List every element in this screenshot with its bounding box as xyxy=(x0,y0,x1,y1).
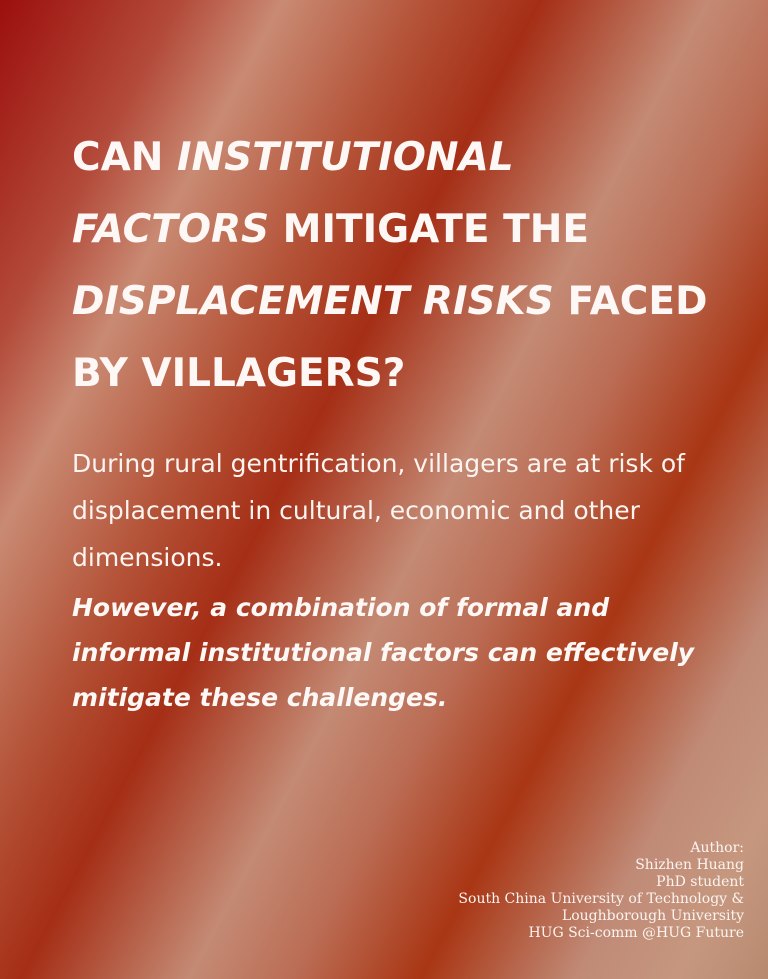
project-credit: HUG Sci-comm @HUG Future xyxy=(528,925,744,941)
intro-paragraph: During rural gentrification, villagers a… xyxy=(72,449,685,572)
author-affiliation-line2: Loughborough University xyxy=(561,908,744,924)
title-segment-emphasis: DISPLACEMENT RISKS xyxy=(72,279,554,324)
author-name: Shizhen Huang xyxy=(635,857,744,873)
conclusion-paragraph: However, a combination of formal and inf… xyxy=(72,593,695,712)
title-segment: CAN xyxy=(72,135,178,180)
title-segment-emphasis: INSTITUTIONAL FACTORS xyxy=(72,135,514,252)
credits-label: Author: xyxy=(690,840,744,856)
author-credits: Author: Shizhen Huang PhD student South … xyxy=(458,840,744,942)
title-segment: FACED BY VILLAGERS? xyxy=(72,279,708,396)
author-role: PhD student xyxy=(656,874,744,890)
poster-title: CAN INSTITUTIONAL FACTORS MITIGATE THE D… xyxy=(72,122,712,410)
author-affiliation-line1: South China University of Technology & xyxy=(458,891,744,907)
title-segment: MITIGATE THE xyxy=(269,207,589,252)
